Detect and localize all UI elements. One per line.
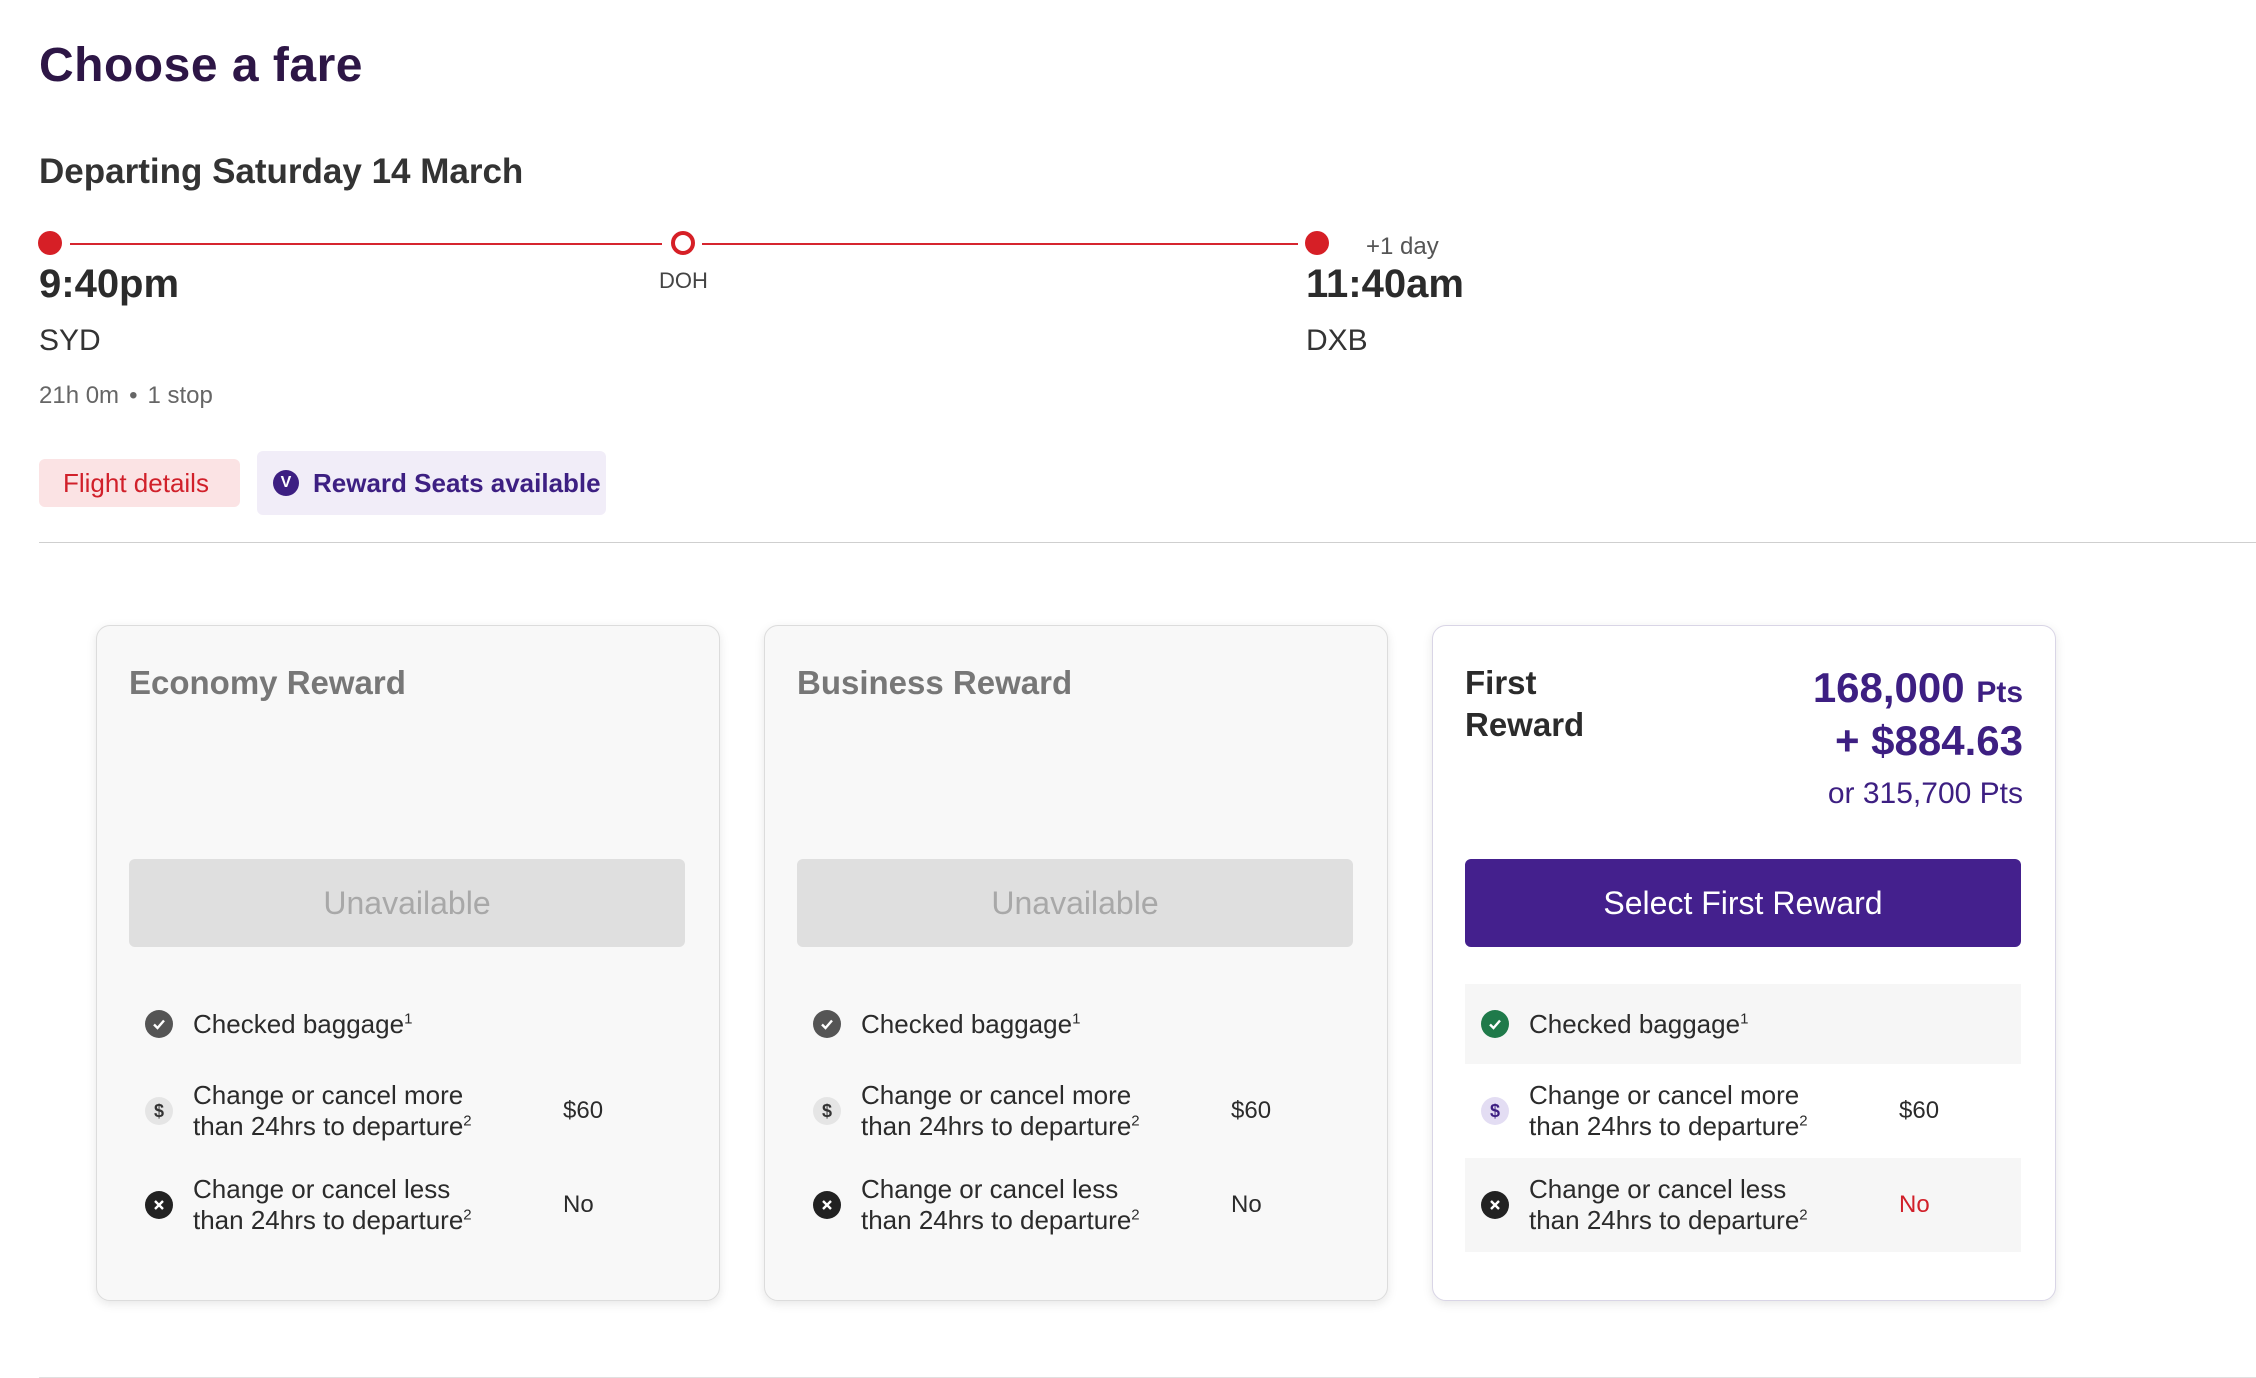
feature-change-more-24h: $ Change or cancel more than 24hrs to dep… bbox=[797, 1064, 1353, 1158]
destination-airport: DXB bbox=[1306, 324, 1368, 357]
economy-unavailable-button: Unavailable bbox=[129, 859, 685, 947]
arrival-time: 11:40am bbox=[1306, 262, 1464, 306]
feature-label-line2: than 24hrs to departure bbox=[193, 1111, 464, 1141]
fare-name: Economy Reward bbox=[129, 664, 406, 701]
feature-label-line1: Change or cancel less bbox=[1529, 1174, 1787, 1204]
flight-meta: 21h 0m • 1 stop bbox=[39, 382, 213, 410]
footnote-marker: 2 bbox=[1131, 1206, 1140, 1224]
fare-card-business: Business Reward Unavailable Checked bagg… bbox=[764, 625, 1388, 1301]
footnote-marker: 2 bbox=[1799, 1112, 1808, 1130]
feature-value: No bbox=[563, 1191, 594, 1218]
check-circle-icon bbox=[1481, 1010, 1509, 1038]
feature-label-line2: than 24hrs to departure bbox=[1529, 1111, 1800, 1141]
section-divider bbox=[39, 542, 2256, 543]
flight-details-label: Flight details bbox=[63, 467, 209, 498]
feature-value: $60 bbox=[1899, 1097, 1940, 1124]
business-unavailable-button: Unavailable bbox=[797, 859, 1353, 947]
check-circle-icon bbox=[145, 1010, 173, 1038]
dollar-circle-icon: $ bbox=[813, 1097, 841, 1125]
destination-dot-icon bbox=[1305, 231, 1329, 255]
arrival-day-offset: +1 day bbox=[1366, 233, 1439, 260]
origin-airport: SYD bbox=[39, 324, 101, 357]
feature-value: $60 bbox=[563, 1097, 604, 1124]
reward-seats-label: Reward Seats available bbox=[313, 467, 601, 498]
feature-value: No bbox=[1231, 1191, 1262, 1218]
feature-label-line1: Change or cancel more bbox=[861, 1080, 1132, 1110]
feature-checked-baggage: Checked baggage1 bbox=[129, 984, 685, 1064]
price-alternative: or 315,700 Pts bbox=[1827, 777, 2023, 810]
route-segment-2 bbox=[702, 243, 1298, 245]
cross-circle-icon bbox=[1481, 1191, 1509, 1219]
feature-label-line2: than 24hrs to departure bbox=[861, 1205, 1132, 1235]
footnote-marker: 2 bbox=[1131, 1112, 1140, 1130]
price-cash: + $884.63 bbox=[1834, 717, 2023, 764]
footnote-marker: 2 bbox=[1799, 1206, 1808, 1224]
feature-change-more-24h: $ Change or cancel more than 24hrs to dep… bbox=[129, 1064, 685, 1158]
fare-card-economy: Economy Reward Unavailable Checked bagga… bbox=[96, 625, 720, 1301]
footnote-marker: 2 bbox=[463, 1206, 472, 1224]
fare-name: First Reward bbox=[1465, 664, 1585, 743]
check-circle-icon bbox=[813, 1010, 841, 1038]
fare-name: Business Reward bbox=[797, 664, 1073, 701]
footnote-marker: 1 bbox=[404, 1009, 413, 1027]
feature-change-more-24h: $ Change or cancel more than 24hrs to dep… bbox=[1465, 1064, 2021, 1158]
price-points-unit: Pts bbox=[1976, 676, 2023, 709]
feature-label-line1: Change or cancel more bbox=[193, 1080, 464, 1110]
footnote-marker: 1 bbox=[1740, 1009, 1749, 1027]
cross-circle-icon bbox=[813, 1191, 841, 1219]
origin-dot-icon bbox=[38, 231, 62, 255]
stopover-ring-icon bbox=[671, 231, 695, 255]
footnote-marker: 1 bbox=[1072, 1009, 1081, 1027]
feature-value: $60 bbox=[1231, 1097, 1272, 1124]
departure-time: 9:40pm bbox=[39, 262, 180, 306]
feature-label: Checked baggage bbox=[1529, 1008, 1741, 1039]
stopover-airport: DOH bbox=[659, 268, 708, 293]
feature-label-line2: than 24hrs to departure bbox=[1529, 1205, 1800, 1235]
flight-duration: 21h 0m bbox=[39, 382, 120, 409]
page-title: Choose a fare bbox=[39, 39, 363, 92]
velocity-v-icon: V bbox=[273, 470, 299, 496]
flight-stops: 1 stop bbox=[147, 382, 213, 409]
footnote-marker: 2 bbox=[463, 1112, 472, 1130]
dollar-circle-icon: $ bbox=[1481, 1097, 1509, 1125]
feature-label-line2: than 24hrs to departure bbox=[193, 1205, 464, 1235]
feature-label: Checked baggage bbox=[861, 1008, 1073, 1039]
select-first-reward-button[interactable]: Select First Reward bbox=[1465, 859, 2021, 947]
feature-label-line1: Change or cancel more bbox=[1529, 1080, 1800, 1110]
feature-value: No bbox=[1899, 1191, 1930, 1218]
price-points: 168,000 bbox=[1812, 664, 1965, 711]
feature-label-line2: than 24hrs to departure bbox=[861, 1111, 1132, 1141]
flight-details-button[interactable]: Flight details bbox=[39, 459, 240, 507]
reward-seats-badge: V Reward Seats available bbox=[257, 451, 606, 515]
feature-change-less-24h: Change or cancel less than 24hrs to depar… bbox=[1465, 1158, 2021, 1252]
dollar-circle-icon: $ bbox=[145, 1097, 173, 1125]
meta-separator: • bbox=[129, 382, 138, 409]
route-segment-1 bbox=[70, 243, 662, 245]
fare-card-first: First Reward 168,000 Pts + $884.63 or 31… bbox=[1432, 625, 2056, 1301]
feature-label: Checked baggage bbox=[193, 1008, 405, 1039]
departing-date-heading: Departing Saturday 14 March bbox=[39, 152, 524, 191]
fare-price: 168,000 Pts + $884.63 or 315,700 Pts bbox=[1813, 664, 2023, 811]
feature-checked-baggage: Checked baggage1 bbox=[1465, 984, 2021, 1064]
feature-label-line1: Change or cancel less bbox=[193, 1174, 451, 1204]
cross-circle-icon bbox=[145, 1191, 173, 1219]
feature-change-less-24h: Change or cancel less than 24hrs to depar… bbox=[129, 1158, 685, 1252]
feature-label-line1: Change or cancel less bbox=[861, 1174, 1119, 1204]
feature-checked-baggage: Checked baggage1 bbox=[797, 984, 1353, 1064]
feature-change-less-24h: Change or cancel less than 24hrs to depar… bbox=[797, 1158, 1353, 1252]
